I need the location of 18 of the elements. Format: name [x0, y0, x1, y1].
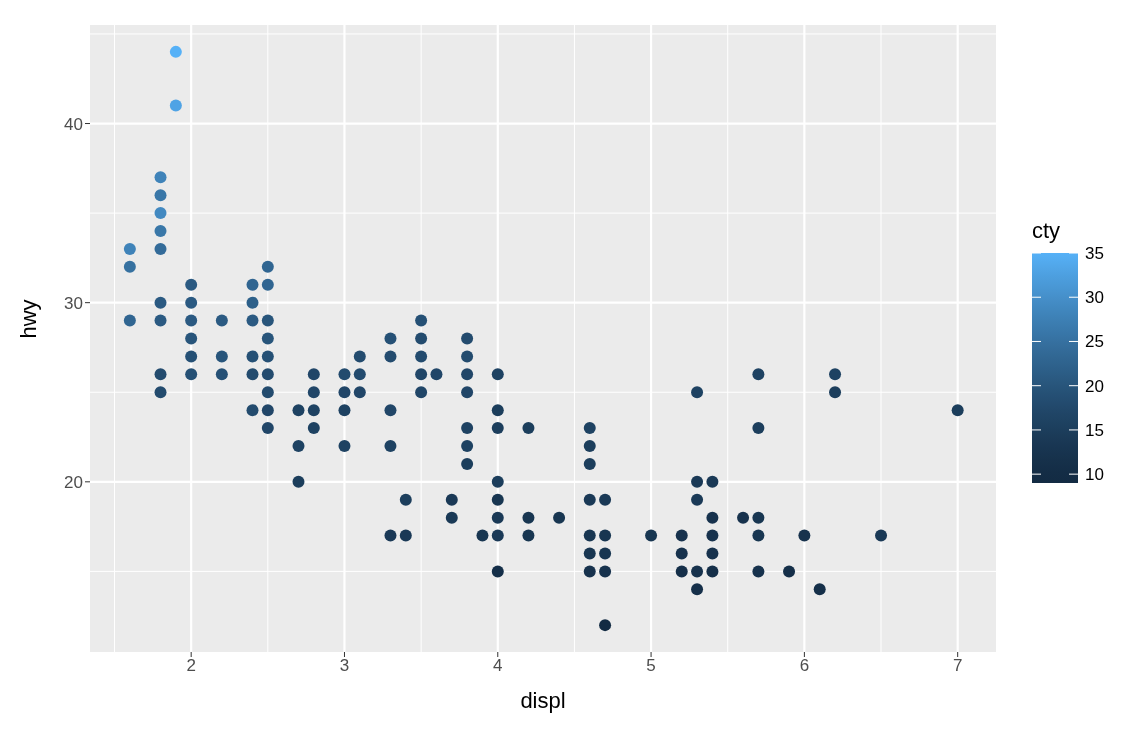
x-tick-label: 6 — [799, 656, 810, 676]
x-tick-label: 3 — [339, 656, 350, 676]
color-bar-label: 20 — [1085, 376, 1104, 396]
x-tick-label: 5 — [646, 656, 656, 676]
color-bar-title: cty — [1032, 218, 1061, 244]
color-bar-label: 10 — [1085, 465, 1104, 485]
x-tick-label: 2 — [186, 656, 196, 676]
y-axis-title: hwy — [15, 299, 41, 339]
color-bar-label: 25 — [1085, 332, 1104, 352]
color-bar-label: 35 — [1085, 244, 1104, 263]
x-axis-title: displ — [520, 688, 566, 713]
y-tick-label: 30 — [64, 293, 83, 313]
color-bar-label: 30 — [1085, 288, 1104, 308]
x-tick-label: 7 — [952, 656, 963, 676]
color-bar-label: 15 — [1085, 420, 1104, 440]
y-tick-label: 20 — [64, 472, 83, 492]
y-tick-label: 40 — [64, 114, 83, 134]
x-tick-label: 4 — [493, 656, 503, 676]
